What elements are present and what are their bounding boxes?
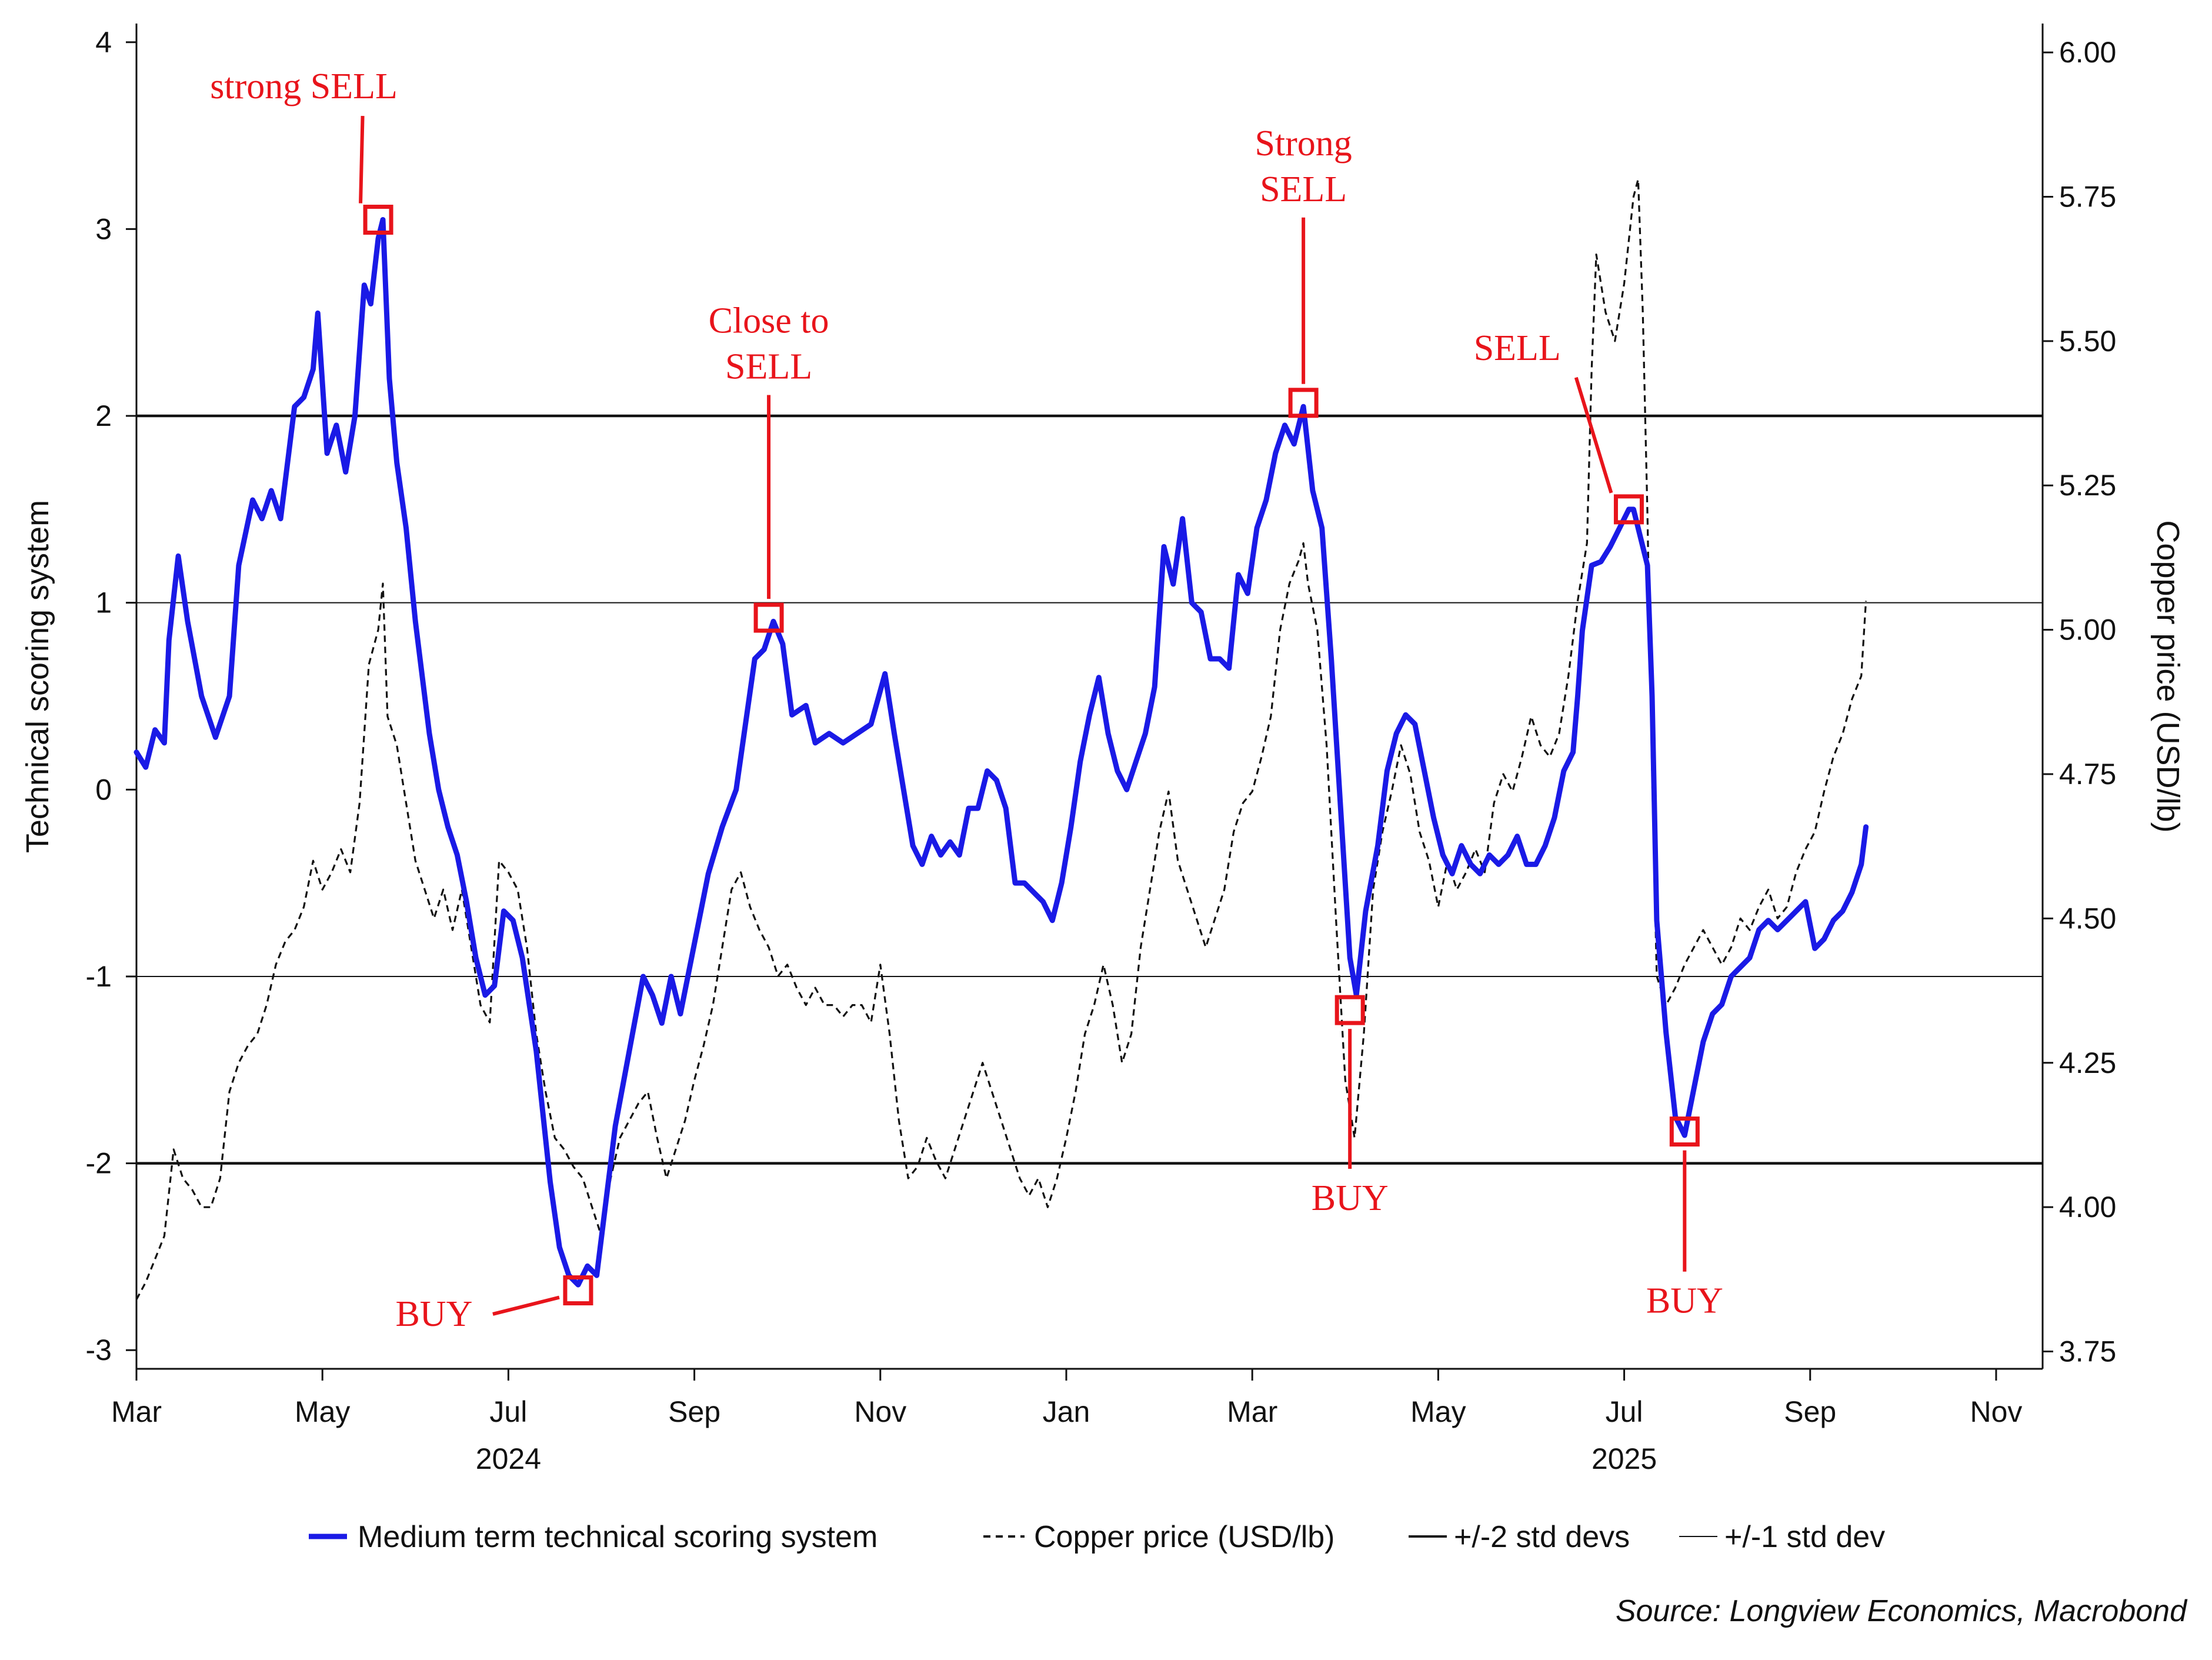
right-axis-ticks: 6.00 5.75 5.50 5.25 5.00 4.75 4.50 4.25 4.00 3.75 bbox=[2043, 36, 2116, 1368]
annotation-strong-sell: Strong SELL bbox=[1255, 124, 1352, 418]
left-axis-ticks: 4 3 2 1 0 -1 -2 -3 bbox=[86, 26, 136, 1366]
right-tick-label: 5.25 bbox=[2059, 469, 2116, 502]
annotation-marker bbox=[1613, 494, 1644, 525]
x-tick-label: Jul bbox=[489, 1395, 527, 1428]
source-note: Source: Longview Economics, Macrobond bbox=[1616, 1594, 2188, 1628]
annotation-label: strong SELL bbox=[210, 66, 398, 106]
annotation-marker bbox=[1669, 1116, 1700, 1147]
x-tick-label: Nov bbox=[854, 1395, 906, 1428]
x-axis-ticks: Mar May Jul Sep Nov Jan Mar May Jul Sep Nov 2024 202… bbox=[111, 1369, 2022, 1475]
annotation-marker bbox=[1334, 995, 1365, 1025]
left-tick-label: -1 bbox=[86, 960, 112, 993]
left-tick-label: 3 bbox=[95, 212, 112, 245]
left-tick-label: 4 bbox=[95, 26, 112, 59]
x-year-label: 2025 bbox=[1592, 1442, 1657, 1475]
annotation-close-to-sell: Close to SELL bbox=[709, 301, 829, 633]
annotation-label: SELL bbox=[725, 347, 812, 387]
left-axis-title: Technical scoring system bbox=[20, 500, 55, 853]
left-tick-label: 1 bbox=[95, 586, 112, 619]
left-tick-label: 0 bbox=[95, 773, 112, 806]
annotation-label: BUY bbox=[1312, 1178, 1389, 1218]
right-tick-label: 3.75 bbox=[2059, 1335, 2116, 1368]
right-tick-label: 6.00 bbox=[2059, 36, 2116, 69]
annotation-label: BUY bbox=[395, 1294, 472, 1334]
right-tick-label: 4.50 bbox=[2059, 902, 2116, 935]
right-tick-label: 5.50 bbox=[2059, 325, 2116, 358]
left-tick-label: -3 bbox=[86, 1334, 112, 1366]
x-year-label: 2024 bbox=[476, 1442, 541, 1475]
left-tick-label: -2 bbox=[86, 1147, 112, 1180]
right-tick-label: 5.00 bbox=[2059, 614, 2116, 646]
x-tick-label: Mar bbox=[1227, 1395, 1277, 1428]
legend: Medium term technical scoring system Cop… bbox=[309, 1520, 1885, 1554]
annotation-connector bbox=[1574, 376, 1613, 494]
annotation-label: SELL bbox=[1260, 169, 1347, 209]
annotation-marker bbox=[563, 1275, 593, 1306]
annotation-marker bbox=[753, 602, 784, 633]
left-tick-label: 2 bbox=[95, 399, 112, 432]
annotation-marker bbox=[1288, 388, 1319, 418]
x-tick-label: Sep bbox=[668, 1395, 720, 1428]
legend-label-copper: Copper price (USD/lb) bbox=[1034, 1520, 1335, 1554]
annotation-marker bbox=[363, 205, 393, 235]
annotation-label: Close to bbox=[709, 301, 829, 341]
annotation-buy: BUY bbox=[1312, 995, 1389, 1218]
legend-label-score: Medium term technical scoring system bbox=[358, 1520, 878, 1554]
series-layer bbox=[134, 178, 1869, 1300]
right-tick-label: 5.75 bbox=[2059, 180, 2116, 213]
reference-lines bbox=[136, 414, 2043, 1165]
right-tick-label: 4.75 bbox=[2059, 758, 2116, 791]
annotation-buy: BUY bbox=[395, 1275, 593, 1334]
annotation-layer: strong SELL Close to SELL Strong SELL SELL BUY… bbox=[210, 66, 1723, 1334]
annotation-connector bbox=[359, 115, 365, 204]
x-tick-label: May bbox=[295, 1395, 350, 1428]
x-tick-label: Jul bbox=[1606, 1395, 1643, 1428]
x-tick-label: May bbox=[1410, 1395, 1466, 1428]
plot-frame bbox=[135, 24, 2044, 1370]
annotation-connector bbox=[492, 1295, 560, 1316]
x-tick-label: Mar bbox=[111, 1395, 162, 1428]
legend-label-1sd: +/-1 std dev bbox=[1724, 1520, 1885, 1554]
annotation-label: BUY bbox=[1646, 1281, 1723, 1321]
copper-price-line bbox=[135, 178, 1867, 1300]
legend-label-2sd: +/-2 std devs bbox=[1454, 1520, 1630, 1554]
x-tick-label: Sep bbox=[1784, 1395, 1836, 1428]
annotation-label: Strong bbox=[1255, 124, 1352, 164]
x-tick-label: Jan bbox=[1043, 1395, 1090, 1428]
right-tick-label: 4.25 bbox=[2059, 1046, 2116, 1079]
x-tick-label: Nov bbox=[1970, 1395, 2022, 1428]
annotation-label: SELL bbox=[1474, 328, 1561, 368]
annotation-strong-sell: strong SELL bbox=[210, 66, 398, 235]
right-axis-title: Copper price (USD/lb) bbox=[2150, 520, 2186, 832]
annotation-buy: BUY bbox=[1646, 1116, 1723, 1321]
annotation-sell: SELL bbox=[1474, 328, 1644, 525]
technical-score-line bbox=[134, 217, 1869, 1288]
right-tick-label: 4.00 bbox=[2059, 1191, 2116, 1224]
